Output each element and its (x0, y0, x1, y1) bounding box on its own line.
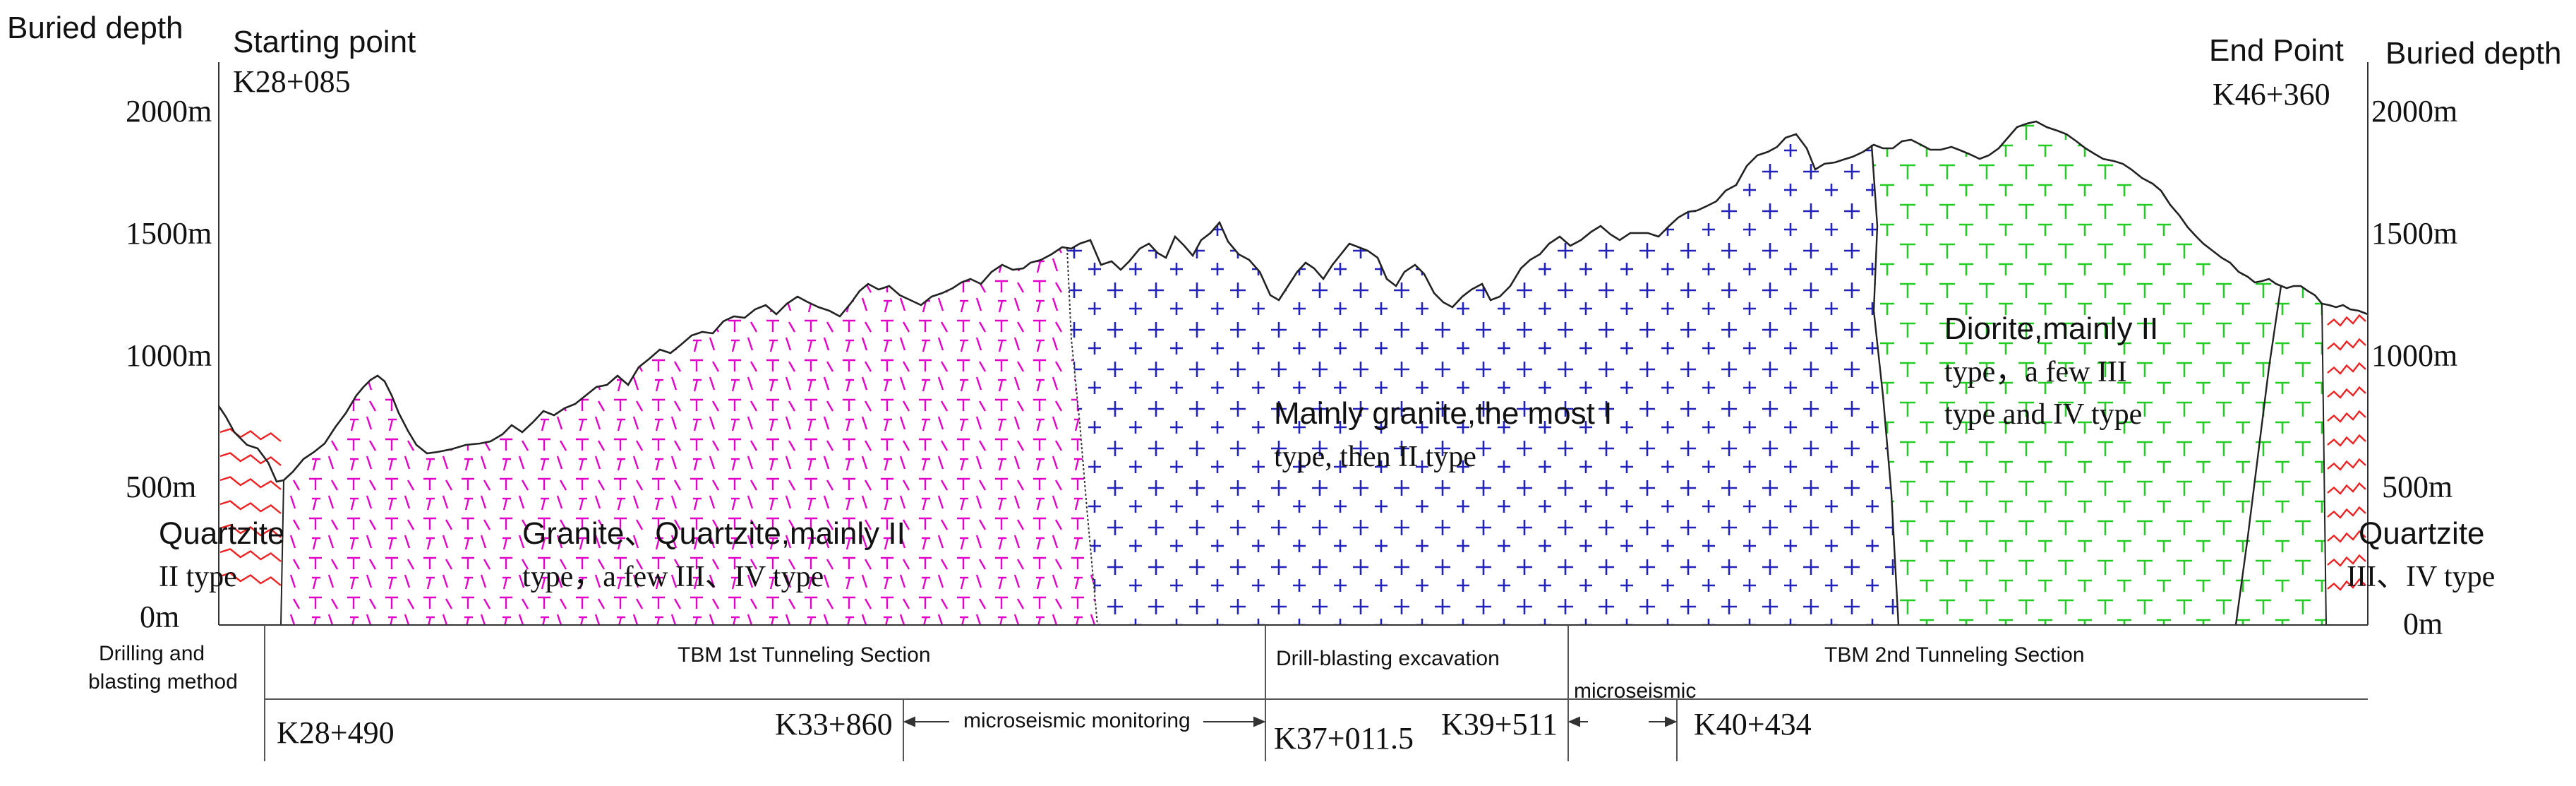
diorite-zone (1872, 121, 2326, 625)
granite-quartzite-line1: Granite、Quartzite,mainly II (522, 516, 905, 551)
left-tick: 0m (140, 600, 179, 634)
granite-quartzite-line2: type，a few III、IV type (522, 561, 824, 593)
quartzite-left-layers (219, 428, 282, 586)
tbm1-label: TBM 1st Tunneling Section (678, 643, 931, 667)
right-tick: 1500m (2371, 216, 2457, 251)
quartzite-layer-line (2327, 506, 2366, 519)
right-axis-ticks: 2000m 1500m 1000m 500m 0m (2371, 94, 2457, 641)
zone-boundary-1 (1066, 248, 1098, 626)
quartzite-layer-line (219, 548, 282, 562)
zone-boundary-right (2321, 303, 2327, 626)
quartzite-left-name: Quartzite (159, 516, 285, 551)
station-k33-860: K33+860 (775, 707, 893, 742)
quartzite-layer-line (219, 572, 282, 586)
rock-zones (219, 121, 2366, 625)
zone-boundary-left (280, 480, 284, 626)
left-tick: 1500m (126, 216, 212, 251)
granite-quartzite-zone (284, 247, 1097, 625)
left-tick: 500m (126, 470, 196, 504)
start-station: K28+085 (233, 64, 351, 99)
left-axis-title: Buried depth (7, 11, 183, 45)
zone-boundary-2 (1870, 144, 1900, 626)
quartzite-layer-line (2327, 338, 2366, 351)
quartzite-layer-line (2327, 362, 2366, 375)
quartzite-layer-line (2327, 530, 2366, 543)
monitoring-arrows (903, 716, 1678, 727)
diorite-line1: Diorite,mainly II (1944, 311, 2158, 346)
station-k40-434: K40+434 (1694, 707, 1812, 742)
quartzite-layer-line (2327, 410, 2366, 423)
zone-boundary-3 (2234, 285, 2282, 626)
drilling-method-line2: blasting method (88, 670, 238, 693)
diorite-line2: type，a few III (1944, 356, 2127, 388)
quartzite-layer-line (219, 428, 282, 442)
quartzite-layer-line (219, 476, 282, 490)
quartzite-left-desc: II type (159, 561, 237, 593)
quartzite-layer-line (2327, 554, 2366, 567)
right-tick: 500m (2382, 470, 2452, 504)
left-axis-ticks: 2000m 1500m 1000m 500m 0m (126, 94, 212, 634)
quartzite-right-desc: III、IV type (2347, 561, 2495, 593)
drill-blast-label: Drill-blasting excavation (1276, 647, 1500, 670)
station-k39-511: K39+511 (1441, 707, 1558, 742)
end-label: End Point (2209, 33, 2344, 68)
microseismic-label: microseismic (1574, 679, 1696, 703)
granite-line1: Mainly granite,the most I (1274, 396, 1612, 431)
terrain-surface-line (217, 120, 2369, 483)
quartzite-right-name: Quartzite (2359, 516, 2485, 551)
station-k28-490: K28+490 (277, 715, 395, 750)
quartzite-layer-line (2327, 578, 2366, 591)
quartzite-layer-line (2327, 386, 2366, 399)
station-k37-011-5: K37+011.5 (1274, 721, 1414, 756)
quartzite-layer-line (2327, 458, 2366, 471)
end-station: K46+360 (2213, 77, 2330, 112)
right-tick: 2000m (2371, 94, 2457, 129)
right-tick: 0m (2403, 607, 2443, 641)
right-tick: 1000m (2371, 338, 2457, 373)
quartzite-layer-line (2327, 482, 2366, 495)
quartzite-layer-line (219, 452, 282, 466)
drilling-method-line1: Drilling and (99, 642, 205, 665)
start-label: Starting point (233, 25, 416, 59)
quartzite-layer-line (2327, 314, 2366, 327)
right-axis-title: Buried depth (2385, 36, 2562, 71)
diorite-line3: type and IV type (1944, 398, 2142, 431)
quartzite-layer-line (219, 524, 282, 538)
granite-line2: type, then II type (1274, 441, 1476, 473)
left-tick: 1000m (126, 338, 212, 373)
left-tick: 2000m (126, 94, 212, 129)
microseismic-monitoring-label: microseismic monitoring (963, 709, 1191, 732)
quartzite-right-layers (2327, 314, 2366, 591)
quartzite-layer-line (219, 500, 282, 514)
granite-zone (1067, 134, 1898, 625)
tbm2-label: TBM 2nd Tunneling Section (1824, 643, 2085, 667)
quartzite-layer-line (2327, 434, 2366, 447)
